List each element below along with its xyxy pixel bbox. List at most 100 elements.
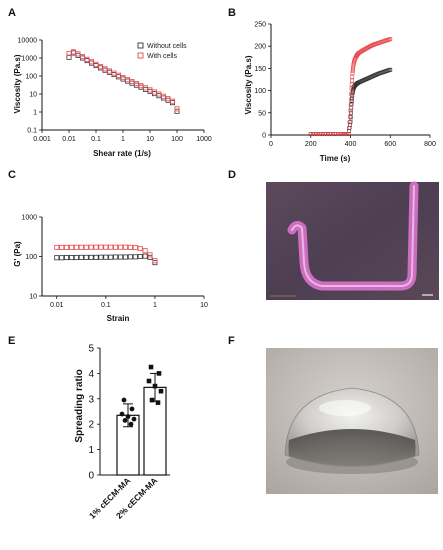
chart-c-point: [98, 244, 104, 250]
chart-a-point: [133, 81, 139, 87]
chart-b-y-tick-label: 250: [254, 22, 266, 29]
chart-c-point: [69, 255, 75, 261]
chart-b-point: [388, 37, 393, 41]
chart-b-point: [351, 66, 355, 71]
chart-a-point: [79, 55, 85, 61]
chart-c-point: [73, 244, 79, 250]
legend-marker-with-cells: [137, 52, 144, 59]
legend-marker-without-cells: [137, 42, 144, 49]
chart-a-point: [165, 97, 171, 103]
panel-letter-d: D: [228, 169, 236, 181]
chart-e-point: [158, 388, 164, 394]
chart-a-point: [165, 96, 171, 102]
panel-letter-b: B: [228, 7, 236, 19]
chart-a-legend: Without cells With cells: [137, 42, 187, 60]
chart-b-point: [388, 67, 393, 72]
chart-a-point: [142, 86, 148, 92]
chart-a-point: [84, 58, 90, 64]
chart-b-point: [338, 132, 343, 137]
chart-a-y-tick-label: 0.1: [27, 128, 37, 135]
chart-b-point: [387, 68, 392, 72]
chart-e-point: [129, 406, 135, 412]
chart-e-y-tick-label: 5: [88, 344, 94, 355]
chart-e-point: [155, 400, 161, 405]
chart-a-point: [169, 100, 175, 106]
chart-b-point: [350, 70, 355, 75]
chart-a-y-tick-label: 10: [29, 92, 37, 99]
chart-c-point: [93, 254, 99, 260]
chart-e-point: [146, 378, 152, 384]
chart-b-point: [347, 120, 352, 125]
chart-c-point: [122, 254, 128, 260]
chart-a-ylabel: Viscosity (Pa.s): [13, 54, 22, 113]
chart-b-point: [348, 115, 353, 120]
panel-letter-c: C: [8, 169, 16, 181]
chart-b-point: [326, 132, 331, 137]
chart-b-point: [349, 97, 353, 102]
chart-e-point: [152, 383, 158, 389]
chart-b-point: [331, 132, 336, 137]
chart-c-point: [137, 245, 143, 251]
chart-e-point: [156, 371, 162, 376]
chart-b-point: [308, 132, 313, 137]
droplet-rim: [288, 429, 416, 466]
chart-c-point: [103, 244, 109, 250]
chart-e-y-tick-label: 4: [88, 369, 94, 380]
chart-c-x-tick-label: 0.01: [50, 302, 64, 309]
chart-c-xlabel: Strain: [107, 314, 130, 323]
chart-b-point: [349, 82, 354, 87]
chart-e-point: [125, 414, 131, 419]
chart-a-point: [102, 66, 108, 72]
chart-b-point: [323, 132, 328, 137]
chart-b-point: [328, 132, 333, 137]
chart-a-point: [125, 78, 131, 84]
chart-b-x-tick-label: 600: [384, 141, 396, 148]
chart-a-point: [125, 77, 131, 83]
chart-b-y-tick-label: 100: [254, 88, 266, 95]
chart-a-point: [75, 52, 81, 58]
chart-c-x-tick-label: 0.1: [101, 302, 111, 309]
chart-a-point: [115, 72, 121, 78]
chart-a-y-tick-label: 100: [25, 74, 37, 81]
chart-c-point: [137, 253, 143, 259]
chart-c-point: [59, 244, 65, 250]
chart-b-point: [350, 68, 355, 73]
chart-a-point: [88, 60, 94, 66]
chart-a-point: [152, 89, 158, 95]
chart-c-point: [132, 254, 138, 260]
legend-label-with-cells: With cells: [147, 53, 177, 60]
chart-c-point: [88, 244, 94, 250]
chart-a-x-tick-label: 1: [121, 136, 125, 143]
chart-b-y-tick-label: 0: [262, 133, 266, 140]
chart-c-point: [108, 244, 114, 250]
chart-a-y-tick-label: 1: [33, 110, 37, 117]
photo-f: [266, 348, 438, 494]
chart-c-point: [98, 254, 104, 260]
chart-a-point: [88, 59, 94, 65]
chart-b-point: [347, 126, 351, 131]
chart-a-point: [138, 83, 144, 89]
chart-a-point: [102, 67, 108, 73]
chart-a-x-tick-label: 0.01: [62, 136, 76, 143]
chart-e-y-tick-label: 2: [88, 420, 94, 431]
chart-b-point: [386, 68, 391, 73]
chart-c-point: [78, 254, 84, 260]
chart-c-point: [83, 254, 89, 260]
chart-a-point: [71, 50, 77, 56]
chart-c-point: [73, 255, 79, 261]
chart-c-point: [69, 244, 75, 250]
chart-a-point: [84, 56, 90, 62]
chart-c-point: [118, 244, 124, 250]
chart-c-point: [147, 252, 153, 258]
chart-a-point: [147, 87, 153, 93]
chart-b-x-tick-label: 200: [305, 141, 317, 148]
chart-b: Time (s) Viscosity (Pa.s) 0 200 400 600 800 0…: [244, 22, 436, 164]
chart-b-point: [349, 86, 354, 91]
chart-c-point: [152, 258, 158, 264]
chart-c-point: [142, 248, 148, 254]
chart-a-point: [79, 54, 85, 60]
chart-b-point: [348, 119, 353, 124]
chart-c-point: [132, 245, 138, 251]
